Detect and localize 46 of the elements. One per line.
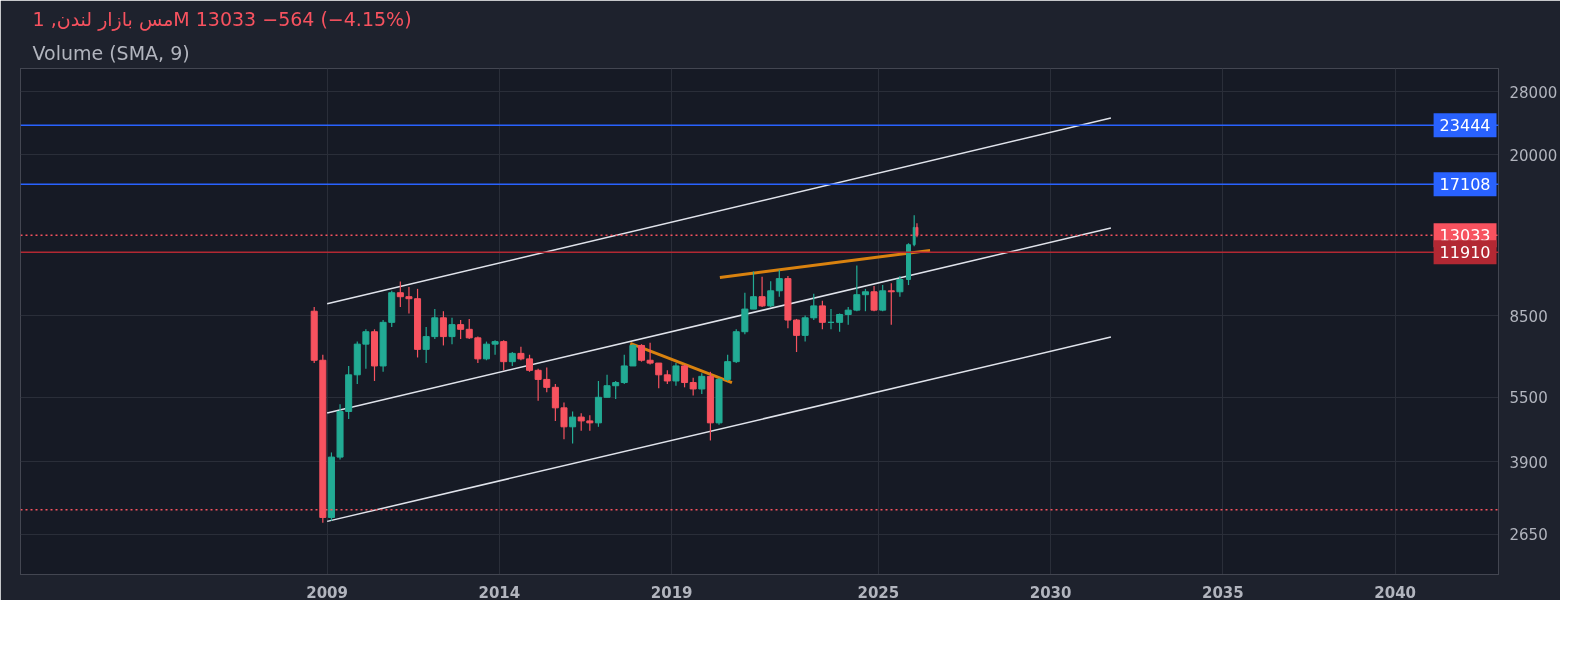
ref-line-label: 11910 — [1439, 243, 1491, 263]
x-tick-label: 2009 — [306, 583, 348, 602]
ref-line-label: 23444 — [1439, 116, 1491, 136]
candlestick — [560, 401, 568, 440]
candlestick — [448, 317, 456, 345]
candlestick — [896, 275, 904, 298]
candlestick — [500, 339, 508, 371]
ref-line-label: 13033 — [1439, 226, 1491, 246]
candlestick — [362, 328, 370, 370]
candlestick — [818, 300, 826, 330]
candlestick — [603, 374, 611, 398]
candlestick — [457, 319, 465, 340]
ref-line-label: 17108 — [1439, 175, 1491, 195]
x-tick-label: 2030 — [1029, 583, 1072, 602]
x-tick-label: 2025 — [857, 583, 900, 602]
candlestick — [887, 282, 895, 326]
x-tick-label: 2014 — [478, 583, 521, 602]
candlestick — [672, 362, 680, 387]
candlestick — [879, 284, 887, 312]
candlestick — [569, 410, 577, 445]
chart-title: مس بازار لندن, 1M 13033 −564 (−4.15%) — [32, 7, 412, 31]
y-tick-label: 2650 — [1509, 526, 1548, 545]
candlestick — [758, 276, 766, 308]
candlestick — [491, 339, 499, 356]
candlestick — [861, 288, 869, 312]
candlestick — [439, 310, 447, 347]
candlestick — [853, 264, 861, 312]
y-tick-label: 5500 — [1509, 389, 1548, 408]
candlestick — [698, 372, 706, 395]
candlestick — [836, 312, 844, 333]
y-tick-label: 3900 — [1509, 453, 1548, 472]
candlestick — [551, 383, 559, 422]
candlestick — [465, 318, 473, 340]
candlestick — [767, 280, 775, 308]
y-tick-label: 8500 — [1509, 307, 1548, 326]
candlestick — [655, 362, 663, 389]
x-tick-label: 2019 — [650, 583, 693, 602]
x-tick-label: 2035 — [1202, 583, 1244, 602]
y-tick-label: 28000 — [1509, 83, 1558, 102]
candlestick — [870, 285, 878, 312]
candlestick — [474, 336, 482, 364]
candlestick — [775, 269, 783, 298]
y-tick-label: 20000 — [1509, 146, 1558, 165]
candlestick — [612, 380, 620, 400]
chart-subtitle: Volume (SMA, 9) — [32, 41, 190, 64]
x-tick-label: 2040 — [1374, 583, 1417, 602]
